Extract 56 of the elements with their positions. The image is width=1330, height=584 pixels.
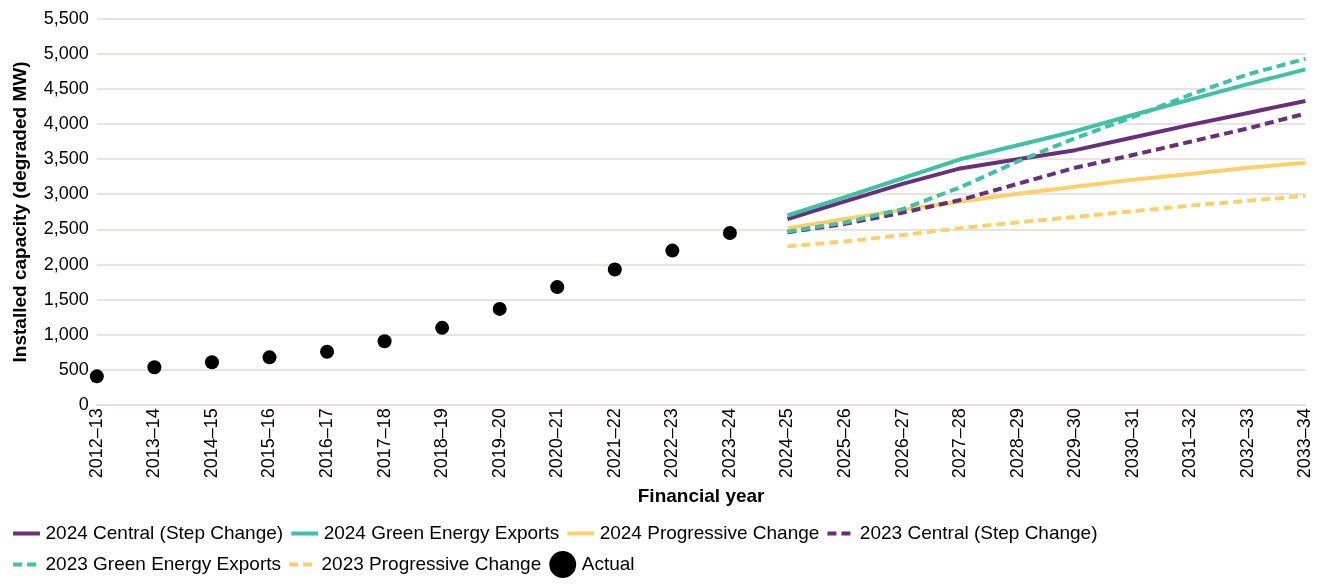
x-tick-label: 2027–28 bbox=[949, 408, 970, 479]
legend-label: 2024 Green Energy Exports bbox=[323, 521, 560, 543]
y-tick-label: 2,000 bbox=[43, 253, 89, 274]
x-tick-label: 2021–22 bbox=[603, 408, 624, 479]
legend-label: 2023 Central (Step Change) bbox=[859, 521, 1098, 543]
legend-label: 2024 Progressive Change bbox=[599, 521, 820, 543]
x-tick-label: 2022–23 bbox=[661, 408, 682, 479]
line-series bbox=[785, 56, 1308, 234]
x-tick-label: 2016–17 bbox=[316, 408, 337, 479]
x-tick-label: 2018–19 bbox=[431, 408, 452, 479]
y-tick-label: 4,000 bbox=[43, 113, 89, 134]
y-tick-label: 1,500 bbox=[43, 288, 89, 309]
x-tick-label: 2025–26 bbox=[833, 408, 854, 479]
y-tick-label: 1,000 bbox=[43, 323, 89, 344]
x-tick-label: 2017–18 bbox=[373, 408, 394, 479]
x-tick-label: 2030–31 bbox=[1121, 408, 1142, 479]
x-tick-label: 2015–16 bbox=[258, 408, 279, 479]
legend-label: 2023 Green Energy Exports bbox=[45, 552, 282, 574]
point bbox=[204, 355, 219, 370]
x-tick-label: 2026–27 bbox=[891, 408, 912, 479]
y-tick-label: 3,500 bbox=[43, 148, 89, 169]
x-tick-label: 2013–14 bbox=[143, 408, 164, 479]
y-tick-label: 0 bbox=[78, 394, 89, 415]
y-tick-label: 3,000 bbox=[43, 183, 89, 204]
y-tick-label: 5,500 bbox=[43, 7, 89, 28]
x-tick-label: 2031–32 bbox=[1179, 408, 1200, 479]
y-tick-label: 4,500 bbox=[43, 78, 89, 99]
x-tick-label: 2019–20 bbox=[488, 408, 509, 479]
y-axis-title: Installed capacity (degraded MW) bbox=[8, 61, 30, 363]
x-tick-label: 2024–25 bbox=[776, 408, 797, 479]
legend-label: Actual bbox=[581, 552, 635, 574]
point bbox=[550, 280, 565, 295]
point bbox=[262, 350, 277, 365]
x-tick-label: 2029–30 bbox=[1064, 408, 1085, 479]
x-tick-label: 2032–33 bbox=[1236, 408, 1257, 479]
x-tick-label: 2014–15 bbox=[200, 408, 221, 479]
point bbox=[607, 262, 622, 277]
point bbox=[147, 360, 162, 375]
point bbox=[320, 344, 335, 359]
point bbox=[377, 334, 392, 349]
point bbox=[492, 301, 507, 316]
x-tick-label: 2028–29 bbox=[1006, 408, 1027, 479]
x-tick-label: 2023–24 bbox=[718, 408, 739, 479]
x-axis-title: Financial year bbox=[637, 484, 766, 506]
x-tick-label: 2020–21 bbox=[546, 408, 567, 479]
legend-label: 2024 Central (Step Change) bbox=[45, 521, 284, 543]
point bbox=[665, 243, 680, 258]
y-tick-label: 5,000 bbox=[43, 42, 89, 63]
y-tick-label: 2,500 bbox=[43, 218, 89, 239]
y-tick-label: 500 bbox=[58, 358, 89, 379]
x-tick-label: 2033–34 bbox=[1294, 408, 1315, 479]
point bbox=[722, 226, 737, 241]
legend-label: 2023 Progressive Change bbox=[321, 552, 542, 574]
point bbox=[89, 369, 104, 384]
point bbox=[435, 320, 450, 335]
line-series bbox=[785, 193, 1308, 249]
